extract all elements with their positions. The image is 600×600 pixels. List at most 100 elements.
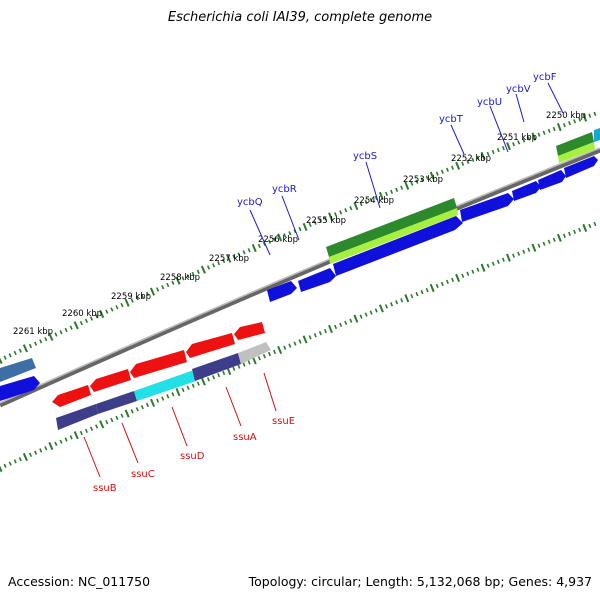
gene-label[interactable]: ycbV [506,84,531,95]
gene-arrow[interactable] [238,342,271,364]
gene-label[interactable]: ycbT [439,114,464,125]
scale-tick [200,265,206,274]
scale-tick [313,333,317,338]
scale-tick [242,250,246,255]
scale-tick [384,191,388,197]
scale-tick [206,377,210,382]
gene-arrow[interactable] [56,404,98,430]
scale-tick [79,430,83,436]
scale-tick [547,128,551,133]
scale-tick [440,281,444,287]
scale-tick [130,409,134,414]
gene-arrow[interactable] [267,281,297,302]
scale-tick [480,151,486,161]
scale-tick [22,344,29,353]
scale-tick [130,298,134,303]
scale-tick [89,316,94,321]
scale-tick [273,237,277,242]
scale-tick [451,165,455,170]
gene-label[interactable]: ssuC [131,469,155,480]
scale-tick [506,142,511,151]
scale-tick [390,302,394,307]
scale-tick [95,424,99,429]
gene-arrow[interactable] [564,156,598,178]
scale-tick [531,132,537,141]
gene-label[interactable]: ycbF [533,72,557,83]
scale-tick [145,291,150,297]
gene-label[interactable]: ycbQ [237,197,263,208]
gene-arrow[interactable] [512,181,541,201]
scale-tick [196,381,200,386]
gene-arrow[interactable] [558,142,595,163]
gene-label[interactable]: ycbR [272,184,297,195]
gene-arrow[interactable] [0,376,40,401]
gene-label[interactable]: ycbU [477,97,502,108]
scale-tick [588,113,592,118]
scale-tick [277,233,283,242]
scale-tick [251,244,257,253]
scale-tick [404,181,410,190]
accession-text: Accession: NC_011750 [8,574,151,589]
gene-label[interactable]: ssuA [233,432,257,443]
scale-tick [34,341,38,346]
scale-tick [318,218,322,223]
scale-tick [73,431,79,440]
scale-tick [18,348,22,353]
map-title: Escherichia coli IAI39, complete genome [167,10,433,25]
scale-tick [593,221,597,227]
scale-label: 2261 kbp [13,327,53,337]
scale-tick [99,309,105,319]
scale-tick [257,243,261,249]
reverse-strand-features [52,322,271,430]
gene-arrow[interactable] [329,208,458,264]
gene-arrow[interactable] [96,391,137,414]
scale-tick [232,366,236,371]
scale-tick [359,201,363,207]
gene-arrow[interactable] [130,350,187,378]
scale-tick [283,233,287,238]
scale-tick [390,189,394,195]
gene-label[interactable]: ssuB [93,483,117,494]
scale-tick [28,452,33,458]
scale-tick [0,357,3,365]
gene-arrow[interactable] [0,358,36,382]
scale-tick [237,252,241,257]
gene-arrow[interactable] [52,385,91,407]
scale-tick [308,335,312,340]
gene-arrow[interactable] [192,353,241,381]
scale-tick [298,226,302,232]
scale-tick [242,362,246,367]
gene-label[interactable]: ssuD [180,451,205,462]
scale-tick [334,212,338,217]
scale-tick [247,360,251,365]
gene-arrow[interactable] [186,333,235,358]
gene-arrow[interactable] [134,370,196,401]
scale-tick [501,146,505,151]
gene-arrow[interactable] [594,128,600,142]
scale-tick [527,136,531,141]
scale-tick [217,260,221,266]
gene-labels-top: ycbF ycbV ycbU ycbT ycbS ycbR ycbQ [237,72,557,208]
gene-label[interactable]: ycbS [353,151,377,162]
gene-label[interactable]: ssuE [272,416,295,427]
scale-tick [378,191,384,200]
scale-tick [582,223,588,232]
gene-arrow[interactable] [460,193,514,222]
gene-arrow[interactable] [298,268,336,292]
gene-arrow[interactable] [90,369,131,392]
scale-tick [302,222,308,231]
gene-arrow[interactable] [326,198,457,257]
scale-tick [496,259,500,264]
scale-tick [0,465,3,473]
gene-arrow[interactable] [234,322,265,340]
scale-tick [522,249,526,254]
scale-tick [8,461,12,466]
scale-tick [369,310,373,315]
gene-arrow[interactable] [538,170,566,190]
scale-tick [420,289,424,295]
scale-tick [429,283,435,293]
gene-arrow[interactable] [333,216,463,276]
scale-tick [115,305,119,310]
gene-arrow[interactable] [556,132,594,156]
